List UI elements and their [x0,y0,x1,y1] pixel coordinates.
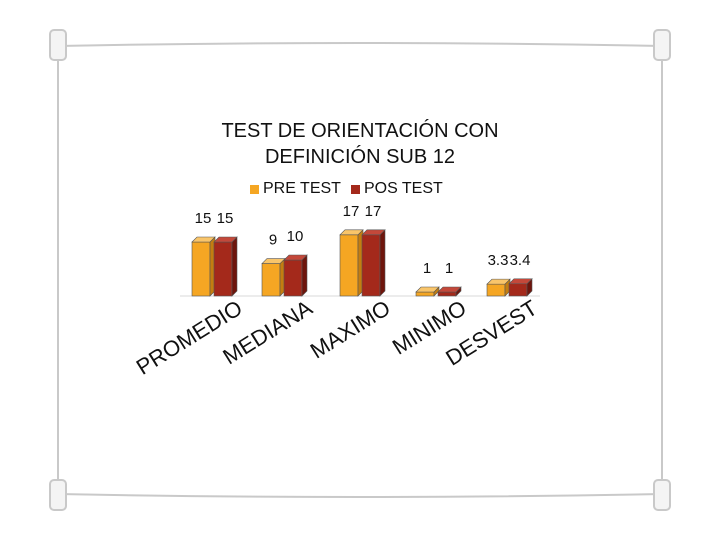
legend-item-pos-test: POS TEST [350,180,443,198]
data-label-pos-test-maximo: 17 [365,203,382,220]
bar-pos-test-promedio [213,236,238,297]
bar-pre-test-mediana [261,257,286,297]
bar-pre-test-maximo [339,229,364,297]
data-label-pre-test-desvest: 3.3 [488,252,509,269]
bar-pre-test-desvest [486,278,511,297]
bar-pos-test-desvest [508,278,533,297]
legend-item-pre-test: PRE TEST [250,180,341,198]
legend-swatch-pos-test [350,184,360,194]
bar-pos-test-mediana [283,254,308,297]
category-label-maximo: MAXIMO [306,295,395,363]
data-label-pre-test-maximo: 17 [343,203,360,220]
frame-pegs [49,29,671,511]
data-label-pre-test-promedio: 15 [195,210,212,227]
data-label-pos-test-desvest: 3.4 [510,252,531,269]
data-label-pos-test-promedio: 15 [217,210,234,227]
data-label-pre-test-mediana: 9 [269,232,277,249]
bar-pre-test-promedio [191,236,216,297]
legend-label-pre-test: PRE TEST [263,180,341,197]
data-label-pos-test-mediana: 10 [287,228,304,245]
chart-legend: PRE TEST POS TEST [250,179,453,199]
bar-pos-test-minimo [437,286,462,297]
chart-title-line-2: DEFINICIÓN SUB 12 [264,146,456,168]
chart-title: TEST DE ORIENTACIÓN CON DEFINICIÓN SUB 1… [140,118,580,170]
chart-title-line-1: TEST DE ORIENTACIÓN CON [221,120,499,142]
legend-swatch-pre-test [250,184,259,194]
bar-pre-test-minimo [415,286,440,297]
data-label-pre-test-minimo: 1 [423,260,431,277]
bar-pos-test-maximo [361,229,386,297]
legend-label-pos-test: POS TEST [363,180,443,197]
data-label-pos-test-minimo: 1 [445,260,453,277]
